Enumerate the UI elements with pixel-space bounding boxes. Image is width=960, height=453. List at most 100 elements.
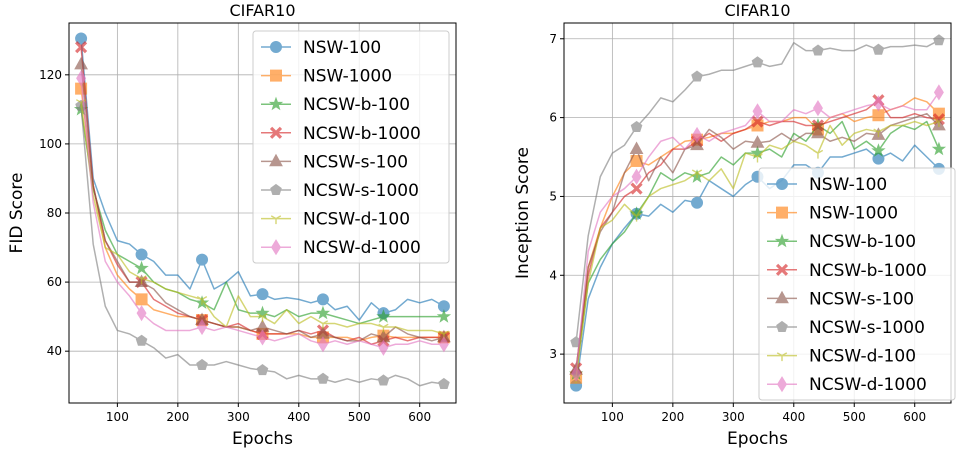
chart-1-plot (568, 34, 947, 392)
chart-0-series-2-point-20 (315, 305, 331, 320)
chart-1-legend-label-ncsw-s-1000: NCSW-s-1000 (809, 318, 925, 338)
chart-0-series-legend1-point-0 (270, 69, 282, 82)
chart-1-series-7-point-20 (812, 100, 823, 117)
chart-1-series-ncsw-d-1000 (571, 84, 944, 382)
chart-1-series-2-point-25 (871, 143, 886, 157)
chart-0-series-6-point-5 (136, 275, 147, 285)
chart-1-series-5-point-15 (751, 56, 764, 68)
chart-1-series-6-point-10 (691, 169, 703, 179)
chart-1-series-5-point-5 (630, 120, 643, 133)
chart-1-series-4-point-5 (629, 141, 644, 155)
chart-1-legend-label-nsw-1000: NSW-1000 (809, 204, 898, 224)
chart-1-series-legend3-point-0 (775, 263, 789, 276)
chart-1-legend-swatch-ncsw-b-1000 (767, 263, 797, 276)
chart-0-ylabel: FID Score (7, 173, 27, 254)
chart-1-xtick-label-300: 300 (722, 410, 745, 424)
chart-1: 100 200 300 400 500 600 3 4 5 6 7 CIFAR10 Epochs Ince… (513, 1, 956, 449)
chart-0-legend-swatch-ncsw-d-1000 (261, 239, 291, 256)
chart-1-series-2-point-15 (750, 145, 765, 160)
chart-0-legend-label-ncsw-b-1000: NCSW-b-1000 (303, 124, 421, 144)
chart-1-ytick-label-7: 7 (549, 32, 557, 46)
chart-0-series-2-point-5 (134, 260, 149, 275)
chart-0-series-legend3-point-0 (269, 126, 283, 139)
chart-1-series-6-point-5 (631, 212, 642, 222)
chart-1-series-0-point-10 (691, 196, 704, 209)
chart-1-series-7-point-0 (571, 365, 582, 382)
chart-1-series-legend4-point-0 (775, 290, 789, 304)
chart-1-title: CIFAR10 (724, 1, 790, 20)
chart-0-legend-label-nsw-1000: NSW-1000 (303, 67, 392, 87)
chart-1-legend-label-ncsw-s-100: NCSW-s-100 (809, 289, 914, 309)
chart-1-series-5-point-25 (872, 43, 885, 55)
chart-0-series-legend0-point-0 (270, 41, 282, 53)
chart-0-series-5-point-10 (196, 358, 208, 370)
chart-0-legend-label-ncsw-d-1000: NCSW-d-1000 (303, 238, 421, 258)
chart-1-series-6-point-25 (873, 128, 884, 138)
chart-1-series-ncsw-s-1000 (570, 34, 945, 348)
chart-0-series-ncsw-d-100 (75, 99, 450, 340)
chart-0-series-7-point-20 (317, 336, 328, 353)
chart-1-series-3-point-15 (751, 115, 764, 128)
chart-0-ytick-label-60: 60 (47, 275, 62, 289)
chart-1-series-2-point-30 (931, 141, 947, 156)
chart-0-series-5-point-15 (256, 364, 269, 376)
chart-0-series-6-point-25 (378, 323, 389, 333)
chart-1-legend-label-ncsw-b-100: NCSW-b-100 (809, 232, 916, 252)
chart-0-xtick-label-300: 300 (227, 410, 250, 424)
chart-1-series-7-point-15 (752, 103, 763, 120)
chart-0-series-5-point-5 (135, 334, 148, 346)
chart-0-series-legend5-point-0 (270, 183, 282, 195)
chart-0-ytick-label-40: 40 (47, 344, 62, 358)
chart-0-legend-box (252, 30, 450, 264)
chart-1-series-legend1-point-0 (776, 206, 788, 219)
chart-1-legend-swatch-ncsw-b-100 (767, 233, 797, 248)
chart-0-xlabel: Epochs (232, 429, 293, 449)
chart-1-legend: NSW-100 NSW-1000 NCSW-b-100 NCSW-b-1000 NCSW… (758, 167, 956, 401)
chart-0-series-7-point-0 (76, 70, 87, 87)
chart-0-series-0-point-0 (75, 32, 88, 45)
chart-0-series-2-point-25 (376, 309, 391, 323)
chart-0-legend-swatch-ncsw-d-100 (261, 215, 291, 225)
chart-1-series-5-point-30 (933, 34, 945, 46)
chart-0-ytick-label-100: 100 (39, 137, 62, 151)
chart-1-legend-label-nsw-100: NSW-100 (809, 175, 887, 195)
chart-1-series-4-point-15 (750, 135, 765, 148)
chart-0-series-6-point-20 (317, 320, 329, 330)
chart-0-series-2-point-30 (436, 309, 452, 323)
chart-1-xtick-label-600: 600 (903, 410, 926, 424)
chart-0-series-5-point-20 (317, 372, 329, 384)
chart-1-xtick-label-100: 100 (601, 410, 624, 424)
chart-0-legend-label-ncsw-s-100: NCSW-s-100 (303, 152, 408, 172)
chart-1-legend-swatch-ncsw-s-100 (767, 290, 797, 304)
chart-0-xtick-label-500: 500 (348, 410, 371, 424)
chart-0-legend-swatch-ncsw-s-1000 (261, 183, 291, 195)
chart-1-legend-swatch-ncsw-s-1000 (767, 320, 797, 332)
chart-0-ytick-label-80: 80 (47, 206, 62, 220)
chart-0-series-7-point-5 (136, 305, 147, 322)
chart-0-xtick-label-100: 100 (106, 410, 129, 424)
chart-1-series-6-point-20 (812, 149, 824, 159)
chart-1-legend-label-ncsw-b-1000: NCSW-b-1000 (809, 261, 927, 281)
chart-1-series-4-point-20 (811, 125, 825, 139)
chart-1-xtick-label-200: 200 (661, 410, 684, 424)
chart-1-series-legend0-point-0 (776, 178, 788, 190)
chart-0-xtick-label-400: 400 (287, 410, 310, 424)
chart-0-series-5-point-25 (377, 374, 390, 386)
chart-0-series-1-point-5 (135, 293, 148, 306)
chart-1-xtick-label-400: 400 (782, 410, 805, 424)
chart-1-series-3-point-20 (811, 119, 825, 132)
chart-0-xtick-label-200: 200 (166, 410, 189, 424)
chart-0-series-0-point-20 (316, 293, 329, 306)
chart-1-xtick-label-500: 500 (843, 410, 866, 424)
chart-0-legend-swatch-nsw-1000 (261, 69, 291, 82)
chart-1-series-4-point-10 (690, 137, 704, 151)
chart-1-series-legend5-point-0 (776, 320, 788, 332)
chart-0-xtick-label-600: 600 (408, 410, 431, 424)
chart-0-legend-label-nsw-100: NSW-100 (303, 38, 381, 58)
chart-0-legend-swatch-ncsw-b-1000 (261, 126, 291, 139)
chart-1-series-7-point-30 (933, 84, 944, 101)
chart-1-series-0-point-25 (872, 152, 885, 165)
chart-1-ytick-label-3: 3 (549, 347, 557, 361)
chart-1-series-5-point-20 (812, 44, 824, 56)
